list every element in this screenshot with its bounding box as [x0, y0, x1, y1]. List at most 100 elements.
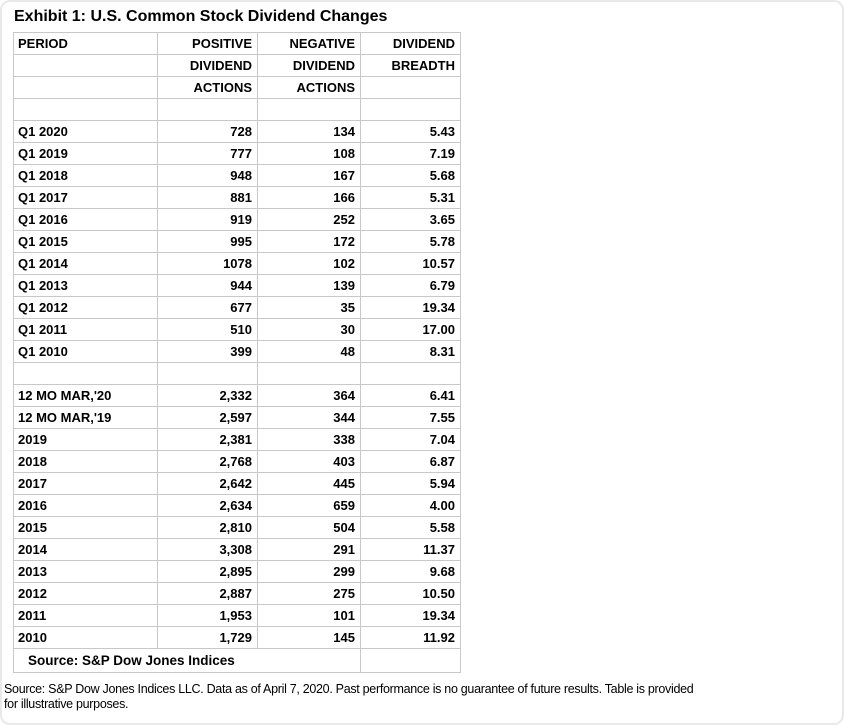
cell-negative-actions: 101 — [257, 604, 361, 627]
cell-negative-actions: 291 — [257, 538, 361, 561]
cell-period: Q1 2012 — [13, 296, 158, 319]
header-row: PERIOD POSITIVE NEGATIVE DIVIDEND — [13, 32, 461, 55]
cell-negative-actions: 166 — [257, 186, 361, 209]
table-row: 2018 2,768 403 6.87 — [13, 450, 461, 473]
cell-period: 2015 — [13, 516, 158, 539]
cell-negative-actions: 108 — [257, 142, 361, 165]
cell-positive-actions: 399 — [157, 340, 258, 363]
cell-period: Q1 2014 — [13, 252, 158, 275]
cell-positive-actions — [157, 98, 258, 121]
table-row: Q1 2017 881 166 5.31 — [13, 186, 461, 209]
header-row: DIVIDEND DIVIDEND BREADTH — [13, 54, 461, 77]
cell-period: Q1 2016 — [13, 208, 158, 231]
header-cell-period: PERIOD — [13, 32, 158, 55]
table-row: 2016 2,634 659 4.00 — [13, 494, 461, 517]
cell-period: 2014 — [13, 538, 158, 561]
cell-negative-actions — [257, 362, 361, 385]
cell-period: 2010 — [13, 626, 158, 649]
cell-positive-actions: 510 — [157, 318, 258, 341]
table-row: 2010 1,729 145 11.92 — [13, 626, 461, 649]
table-row: Q1 2016 919 252 3.65 — [13, 208, 461, 231]
cell-dividend-breadth: 11.92 — [360, 626, 461, 649]
disclaimer-line-2: for illustrative purposes. — [4, 697, 129, 711]
table-row: 2013 2,895 299 9.68 — [13, 560, 461, 583]
cell-period — [13, 98, 158, 121]
header-cell-positive: ACTIONS — [157, 76, 258, 99]
cell-dividend-breadth: 5.43 — [360, 120, 461, 143]
cell-positive-actions: 2,634 — [157, 494, 258, 517]
cell-period: Q1 2018 — [13, 164, 158, 187]
table-footer-row: Source: S&P Dow Jones Indices — [13, 648, 461, 673]
cell-dividend-breadth: 19.34 — [360, 604, 461, 627]
cell-dividend-breadth: 6.79 — [360, 274, 461, 297]
exhibit-title: Exhibit 1: U.S. Common Stock Dividend Ch… — [14, 8, 388, 25]
cell-period: 2018 — [13, 450, 158, 473]
cell-period: 2017 — [13, 472, 158, 495]
table-row: 12 MO MAR,'19 2,597 344 7.55 — [13, 406, 461, 429]
cell-positive-actions: 2,642 — [157, 472, 258, 495]
cell-positive-actions: 2,895 — [157, 560, 258, 583]
cell-positive-actions: 3,308 — [157, 538, 258, 561]
cell-positive-actions: 2,597 — [157, 406, 258, 429]
cell-positive-actions: 1,729 — [157, 626, 258, 649]
cell-period: Q1 2010 — [13, 340, 158, 363]
table-row: 12 MO MAR,'20 2,332 364 6.41 — [13, 384, 461, 407]
table-row: Q1 2020 728 134 5.43 — [13, 120, 461, 143]
header-cell-breadth — [360, 76, 461, 99]
table-row: Q1 2011 510 30 17.00 — [13, 318, 461, 341]
cell-period: 12 MO MAR,'19 — [13, 406, 158, 429]
disclaimer-line-1: Source: S&P Dow Jones Indices LLC. Data … — [4, 682, 694, 696]
cell-negative-actions: 659 — [257, 494, 361, 517]
cell-positive-actions: 2,332 — [157, 384, 258, 407]
cell-dividend-breadth: 19.34 — [360, 296, 461, 319]
header-cell-period — [13, 54, 158, 77]
table-row: 2017 2,642 445 5.94 — [13, 472, 461, 495]
cell-negative-actions: 344 — [257, 406, 361, 429]
cell-period: Q1 2017 — [13, 186, 158, 209]
cell-positive-actions: 728 — [157, 120, 258, 143]
cell-dividend-breadth: 5.78 — [360, 230, 461, 253]
header-cell-negative: ACTIONS — [257, 76, 361, 99]
cell-negative-actions: 48 — [257, 340, 361, 363]
dividend-changes-table: PERIOD POSITIVE NEGATIVE DIVIDEND DIVIDEND DI… — [13, 32, 461, 673]
table-row: 2019 2,381 338 7.04 — [13, 428, 461, 451]
cell-period: Q1 2011 — [13, 318, 158, 341]
cell-dividend-breadth: 4.00 — [360, 494, 461, 517]
cell-period: Q1 2020 — [13, 120, 158, 143]
header-cell-negative: NEGATIVE — [257, 32, 361, 55]
header-cell-positive: POSITIVE — [157, 32, 258, 55]
table-row: Q1 2015 995 172 5.78 — [13, 230, 461, 253]
table-row: Q1 2012 677 35 19.34 — [13, 296, 461, 319]
cell-period: Q1 2015 — [13, 230, 158, 253]
table-row: 2011 1,953 101 19.34 — [13, 604, 461, 627]
cell-dividend-breadth: 5.94 — [360, 472, 461, 495]
cell-dividend-breadth: 3.65 — [360, 208, 461, 231]
table-row: 2015 2,810 504 5.58 — [13, 516, 461, 539]
cell-negative-actions: 167 — [257, 164, 361, 187]
cell-positive-actions: 881 — [157, 186, 258, 209]
cell-dividend-breadth: 5.68 — [360, 164, 461, 187]
table-source-label: Source: S&P Dow Jones Indices — [13, 648, 361, 673]
cell-positive-actions: 677 — [157, 296, 258, 319]
table-row: Q1 2013 944 139 6.79 — [13, 274, 461, 297]
cell-period: 2016 — [13, 494, 158, 517]
cell-positive-actions: 2,810 — [157, 516, 258, 539]
cell-dividend-breadth: 9.68 — [360, 560, 461, 583]
cell-negative-actions: 172 — [257, 230, 361, 253]
cell-period: Q1 2019 — [13, 142, 158, 165]
cell-period: Q1 2013 — [13, 274, 158, 297]
cell-period: 2019 — [13, 428, 158, 451]
cell-negative-actions: 338 — [257, 428, 361, 451]
spacer-row — [13, 362, 461, 385]
cell-positive-actions: 2,887 — [157, 582, 258, 605]
cell-period — [13, 362, 158, 385]
cell-positive-actions: 2,768 — [157, 450, 258, 473]
cell-period: 2013 — [13, 560, 158, 583]
cell-positive-actions: 944 — [157, 274, 258, 297]
table-row: Q1 2018 948 167 5.68 — [13, 164, 461, 187]
spacer-row — [13, 98, 461, 121]
cell-negative-actions: 134 — [257, 120, 361, 143]
cell-positive-actions — [157, 362, 258, 385]
cell-dividend-breadth — [360, 98, 461, 121]
cell-positive-actions: 919 — [157, 208, 258, 231]
